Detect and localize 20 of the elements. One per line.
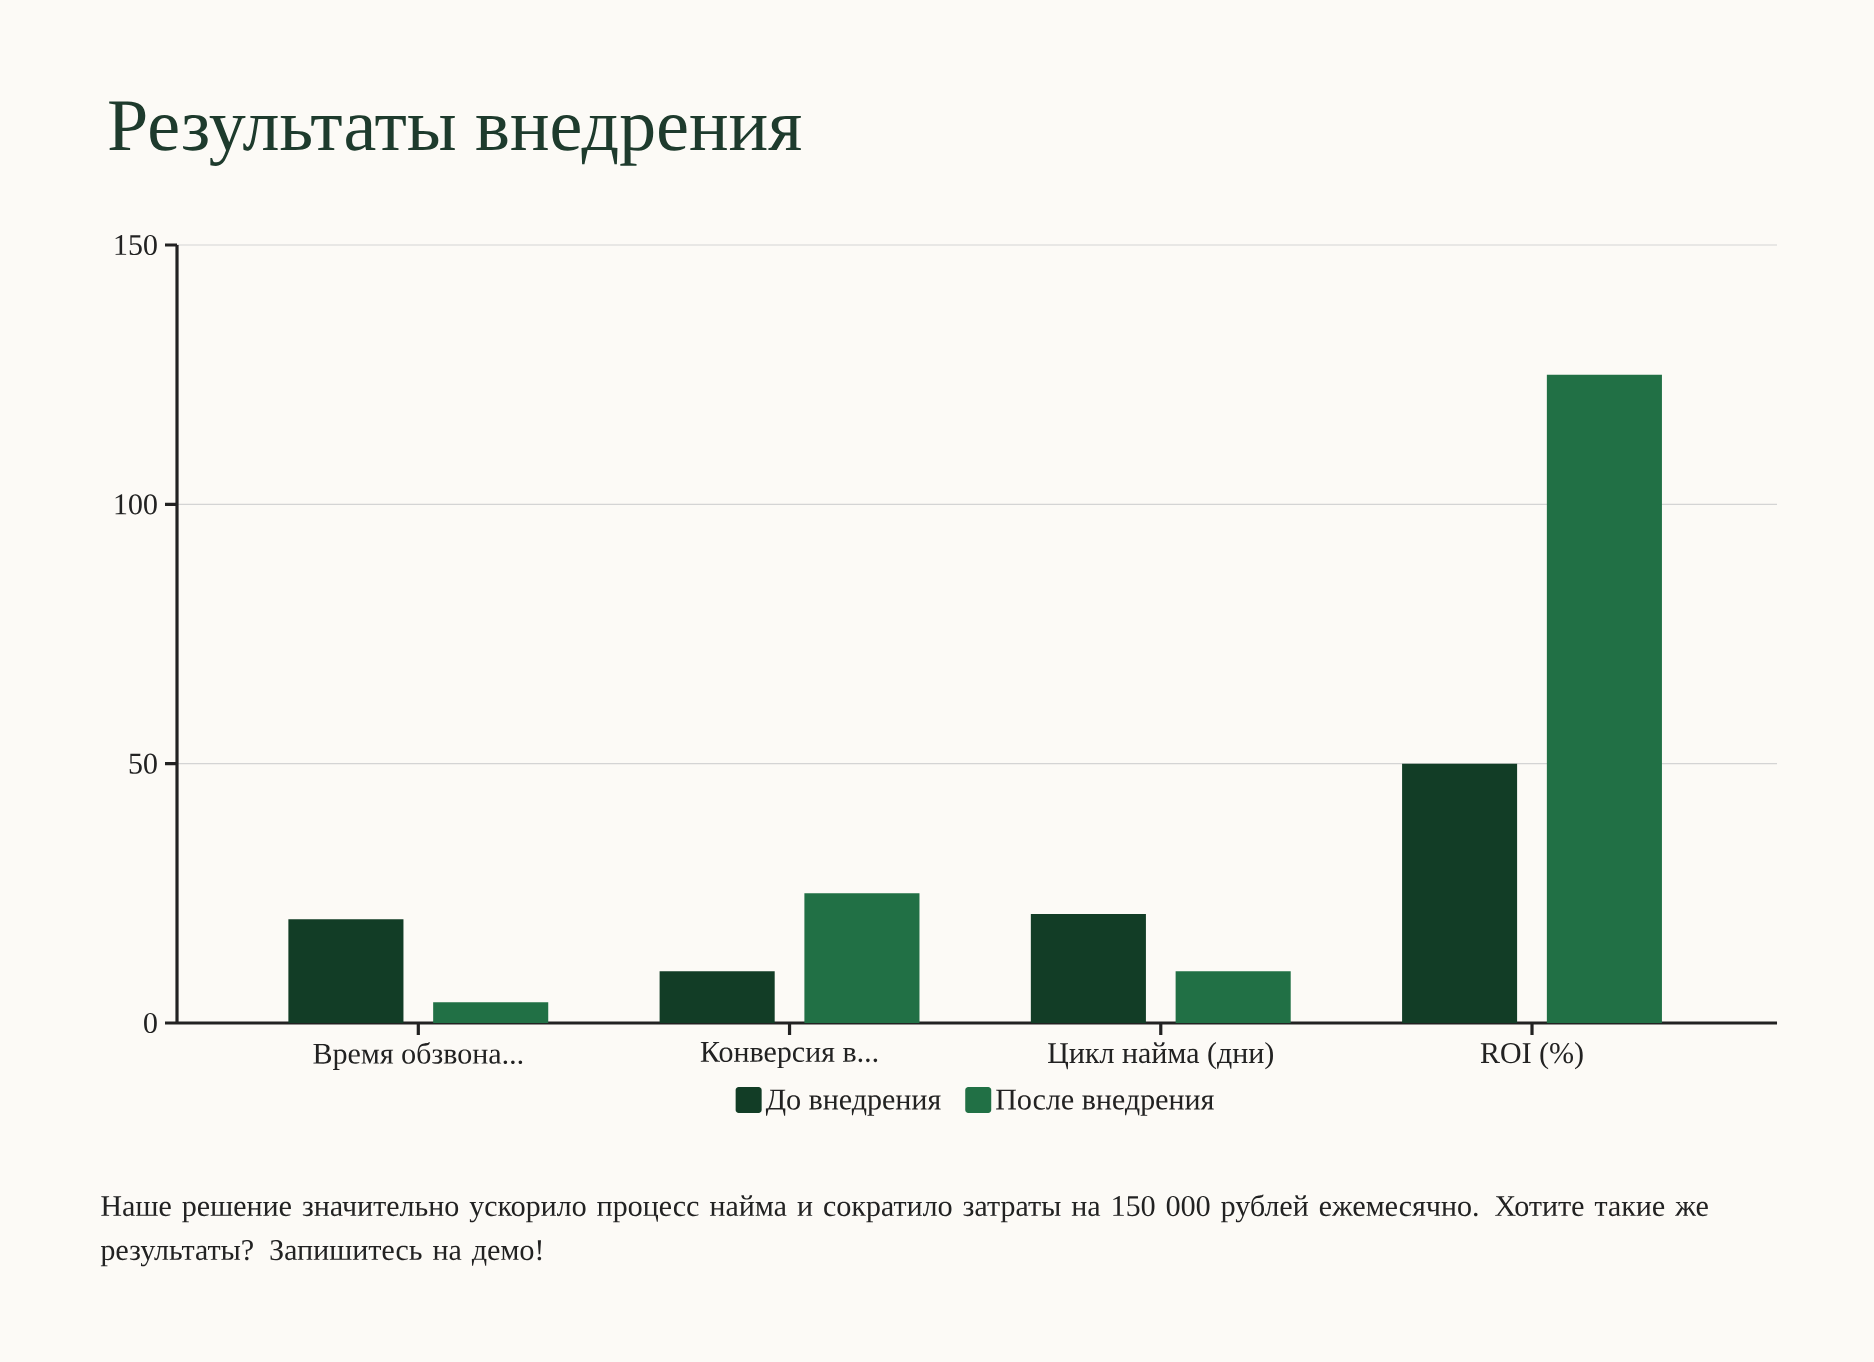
bar: [804, 893, 920, 1023]
legend-label: До внедрения: [765, 1089, 941, 1116]
bar: [433, 1002, 549, 1023]
legend-label: После внедрения: [996, 1089, 1214, 1116]
bar: [1175, 971, 1291, 1023]
y-tick-label: 150: [115, 234, 157, 256]
bar: [1546, 374, 1662, 1023]
x-tick-label: Цикл найма (дни): [1048, 1042, 1273, 1070]
bar: [659, 971, 775, 1023]
y-tick-label: 0: [144, 1012, 157, 1034]
bar: [1402, 763, 1518, 1023]
x-tick-label: Конверсия в...: [700, 1042, 878, 1069]
bar: [288, 919, 404, 1023]
chart-title: Результаты внедрения: [109, 101, 801, 166]
y-tick-label: 50: [129, 753, 157, 774]
x-tick-label: ROI (%): [1480, 1042, 1583, 1070]
text: Наше решение значительно ускорило процесс найма и сократило затраты на 150 000 рублей ежемесячно. Хотите такие же результаты? Запишитесь на демо!: [100, 1194, 1708, 1267]
y-tick-label: 100: [115, 494, 157, 515]
bar: [1030, 914, 1146, 1023]
x-tick-label: Время обзвона...: [313, 1042, 523, 1070]
